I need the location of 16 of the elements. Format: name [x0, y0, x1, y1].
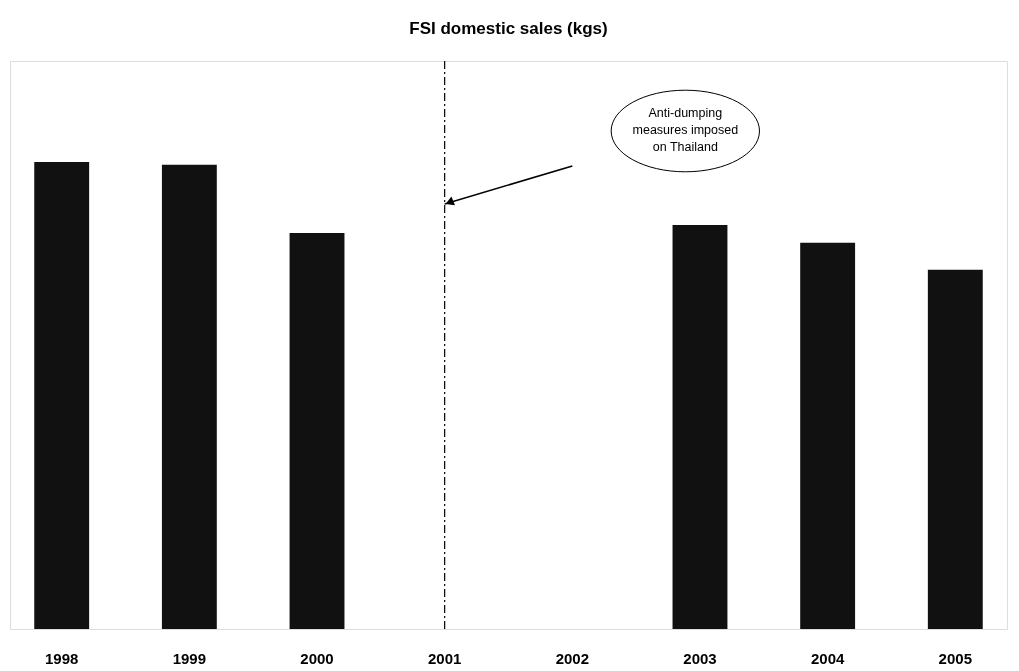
chart-title: FSI domestic sales (kgs) [409, 19, 608, 39]
x-tick-label: 2002 [555, 649, 590, 667]
x-tick-label: 2003 [683, 649, 717, 667]
text: Anti-dumping measures imposed on Thailand [632, 106, 739, 154]
x-tick-label: 2005 [938, 649, 972, 667]
bar [927, 269, 983, 629]
x-tick-label: 2004 [810, 649, 845, 667]
bar [672, 224, 728, 629]
x-tick-label: 2000 [300, 649, 334, 667]
bar [289, 232, 345, 629]
x-tick-label: 2001 [427, 649, 462, 667]
bar [800, 242, 856, 629]
x-tick-label: 1999 [172, 649, 207, 667]
bar [34, 161, 90, 629]
bar [161, 164, 217, 629]
x-tick-label: 1998 [45, 649, 79, 667]
